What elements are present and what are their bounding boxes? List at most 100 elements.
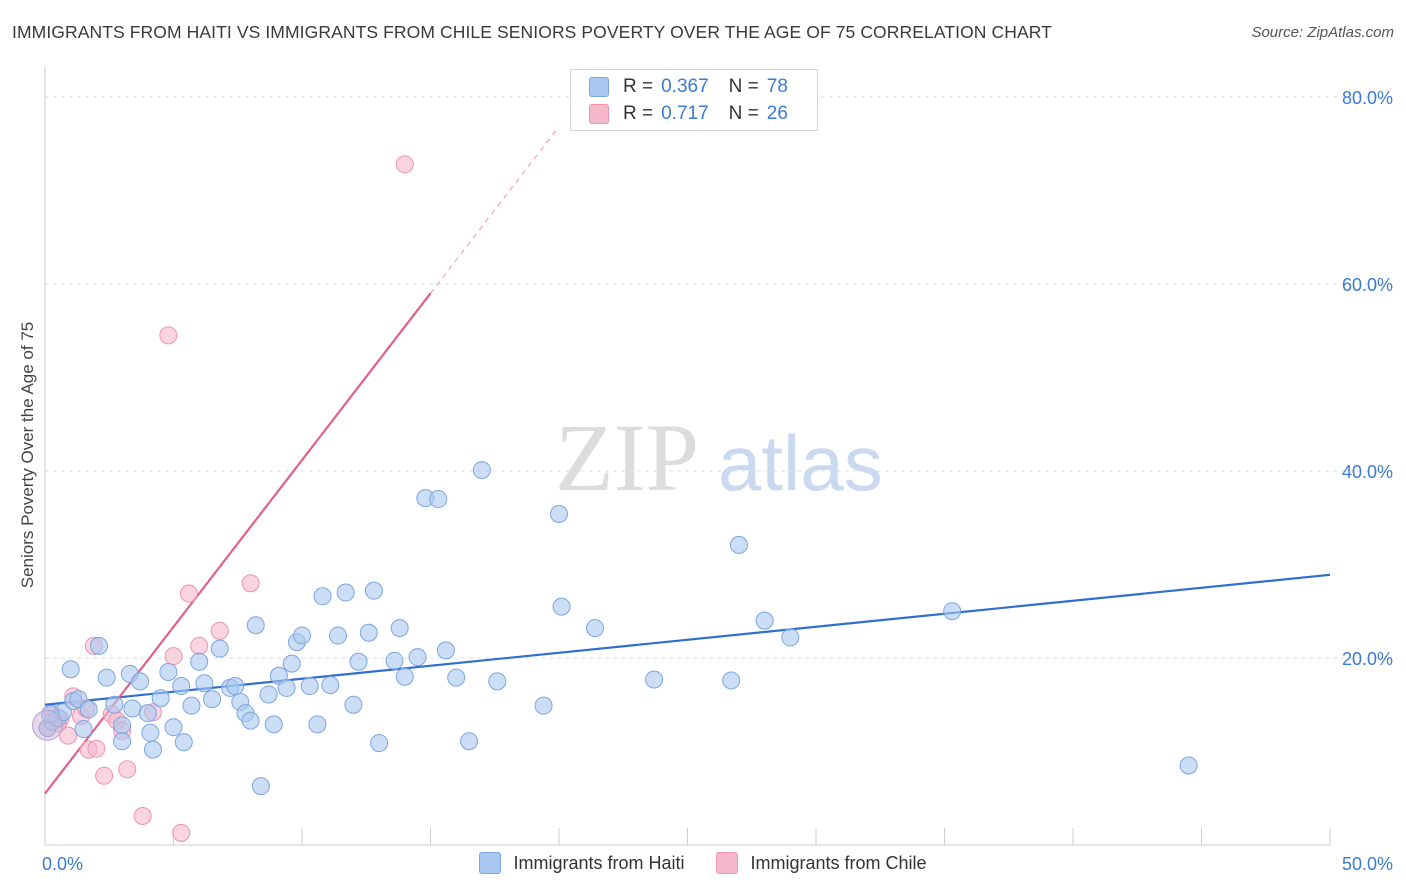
haiti-point[interactable] <box>151 689 170 708</box>
haiti-point[interactable] <box>550 505 568 524</box>
chile-point[interactable] <box>118 760 137 779</box>
haiti-point[interactable] <box>203 690 222 709</box>
trend-line-extension-chile <box>430 126 560 294</box>
haiti-point[interactable] <box>328 626 347 645</box>
haiti-point[interactable] <box>164 718 183 737</box>
haiti-point[interactable] <box>123 699 142 718</box>
haiti-point[interactable] <box>141 723 160 742</box>
chile-point[interactable] <box>95 766 114 785</box>
haiti-point[interactable] <box>755 611 774 630</box>
haiti-point[interactable] <box>1179 756 1198 775</box>
haiti-point[interactable] <box>210 639 229 658</box>
legend-label-chile: Immigrants from Chile <box>750 852 927 873</box>
legend-label-haiti: Immigrants from Haiti <box>513 852 685 873</box>
chile-point[interactable] <box>395 155 414 174</box>
haiti-point[interactable] <box>645 670 664 689</box>
chile-point[interactable] <box>241 574 260 593</box>
haiti-point[interactable] <box>79 700 98 719</box>
haiti-point[interactable] <box>943 602 962 621</box>
haiti-point[interactable] <box>364 581 383 600</box>
haiti-point[interactable] <box>264 715 283 734</box>
haiti-point[interactable] <box>436 641 455 660</box>
haiti-point[interactable] <box>534 696 553 715</box>
chile-point[interactable] <box>179 584 198 603</box>
haiti-point[interactable] <box>336 583 355 602</box>
haiti-point[interactable] <box>552 597 571 616</box>
r-value-chile: 0.717 <box>661 103 709 124</box>
haiti-point[interactable] <box>138 704 157 723</box>
chile-point[interactable] <box>87 739 106 758</box>
haiti-point[interactable] <box>97 668 116 687</box>
haiti-point[interactable] <box>385 651 404 670</box>
haiti-point[interactable] <box>61 660 80 679</box>
haiti-point[interactable] <box>241 711 260 730</box>
haiti-point[interactable] <box>182 696 201 715</box>
chile-point[interactable] <box>159 326 178 345</box>
haiti-point[interactable] <box>429 490 448 509</box>
haiti-point[interactable] <box>172 677 191 696</box>
haiti-point[interactable] <box>729 535 748 554</box>
haiti-point[interactable] <box>370 734 389 753</box>
haiti-swatch <box>589 77 609 97</box>
haiti-point[interactable] <box>447 668 466 687</box>
haiti-point[interactable] <box>105 695 124 714</box>
haiti-point[interactable] <box>359 623 378 642</box>
chile-point[interactable] <box>210 621 229 640</box>
haiti-point[interactable] <box>313 587 332 606</box>
legend-item-haiti[interactable]: Immigrants from Haiti <box>479 852 684 874</box>
haiti-point[interactable] <box>781 628 800 647</box>
haiti-point[interactable] <box>251 777 270 796</box>
trend-line-haiti <box>44 573 1331 706</box>
haiti-point[interactable] <box>293 626 311 645</box>
chile-point[interactable] <box>133 807 152 826</box>
haiti-point[interactable] <box>722 671 741 690</box>
haiti-point[interactable] <box>143 740 162 759</box>
haiti-point[interactable] <box>344 695 363 714</box>
watermark-zip: ZIP <box>555 404 699 511</box>
y-tick-label: 60.0% <box>1342 275 1393 295</box>
haiti-point[interactable] <box>113 732 132 751</box>
origin-cluster-point[interactable] <box>32 709 64 741</box>
haiti-point[interactable] <box>282 654 301 673</box>
haiti-point[interactable] <box>89 636 108 655</box>
legend-row-chile: R = 0.717 N = 26 <box>589 103 788 125</box>
haiti-point[interactable] <box>226 677 245 696</box>
haiti-point[interactable] <box>308 715 327 734</box>
haiti-point[interactable] <box>195 674 214 693</box>
watermark-atlas: atlas <box>718 419 883 507</box>
haiti-point[interactable] <box>159 663 178 682</box>
haiti-point[interactable] <box>395 667 414 686</box>
zipatlas-watermark: ZIP atlas <box>555 404 883 511</box>
chile-point[interactable] <box>190 636 209 655</box>
n-value-chile: 26 <box>766 103 788 124</box>
n-label: N = <box>728 76 759 97</box>
haiti-point[interactable] <box>408 648 427 667</box>
haiti-point[interactable] <box>349 652 368 671</box>
haiti-point[interactable] <box>321 676 340 695</box>
n-label: N = <box>728 103 759 124</box>
r-value-haiti: 0.367 <box>661 76 709 97</box>
haiti-point[interactable] <box>131 672 150 691</box>
haiti-point[interactable] <box>472 461 491 480</box>
haiti-point[interactable] <box>460 732 479 751</box>
x-tick-label: 50.0% <box>1342 854 1393 874</box>
haiti-point[interactable] <box>74 720 93 739</box>
haiti-point[interactable] <box>585 619 604 638</box>
chile-point[interactable] <box>59 726 78 745</box>
chile-point[interactable] <box>164 647 183 666</box>
chile-point[interactable] <box>172 823 191 842</box>
correlation-legend: R = 0.367 N = 78 R = 0.717 N = 26 <box>570 69 818 131</box>
haiti-point[interactable] <box>300 677 319 696</box>
haiti-point[interactable] <box>113 716 132 735</box>
haiti-point[interactable] <box>190 652 209 671</box>
x-tick-label: 0.0% <box>42 854 83 874</box>
haiti-point[interactable] <box>174 733 193 752</box>
haiti-point[interactable] <box>259 685 278 704</box>
haiti-point[interactable] <box>277 678 296 697</box>
haiti-point[interactable] <box>488 672 507 691</box>
chart-title: IMMIGRANTS FROM HAITI VS IMMIGRANTS FROM… <box>12 22 1052 42</box>
haiti-point[interactable] <box>246 616 265 635</box>
legend-item-chile[interactable]: Immigrants from Chile <box>716 852 927 874</box>
haiti-point[interactable] <box>390 619 409 638</box>
